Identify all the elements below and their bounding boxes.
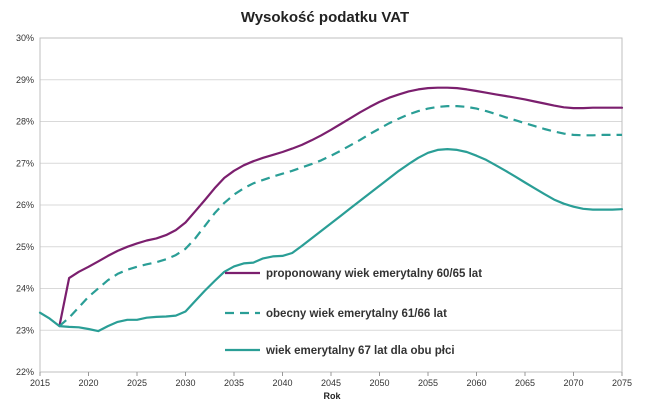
y-tick-label: 23% xyxy=(16,325,34,335)
y-tick-label: 24% xyxy=(16,284,34,294)
series-line-1 xyxy=(58,86,624,328)
series-line-2 xyxy=(58,105,622,327)
legend-label-2: obecny wiek emerytalny 61/66 lat xyxy=(266,308,447,320)
y-tick-label: 29% xyxy=(16,75,34,85)
y-tick-label: 30% xyxy=(16,33,34,43)
legend: proponowany wiek emerytalny 60/65 lat obe… xyxy=(225,268,482,357)
axes xyxy=(39,37,623,376)
legend-label-3: wiek emerytalny 67 lat dla obu płci xyxy=(265,345,455,357)
x-tick-label: 2035 xyxy=(224,378,244,388)
y-tick-label: 25% xyxy=(16,242,34,252)
x-tick-label: 2020 xyxy=(78,378,98,388)
y-tick-label: 27% xyxy=(16,158,34,168)
x-tick-label: 2040 xyxy=(272,378,292,388)
x-axis-label: Rok xyxy=(323,391,341,401)
series-line-3 xyxy=(38,148,624,333)
x-tick-label: 2075 xyxy=(612,378,632,388)
x-tick-label: 2045 xyxy=(321,378,341,388)
series-lines xyxy=(38,86,624,333)
x-tick-label: 2055 xyxy=(418,378,438,388)
y-tick-label: 28% xyxy=(16,117,34,127)
x-tick-label: 2030 xyxy=(175,378,195,388)
tick-labels: 22% 23% 24% 25% 26% 27% 28% 29% 30% 2015 2020 2025 2… xyxy=(16,33,632,388)
y-tick-label: 26% xyxy=(16,200,34,210)
x-tick-label: 2060 xyxy=(466,378,486,388)
chart-title: Wysokość podatku VAT xyxy=(241,9,409,26)
x-tick-label: 2015 xyxy=(30,378,50,388)
x-tick-label: 2065 xyxy=(515,378,535,388)
y-tick-label: 22% xyxy=(16,367,34,377)
x-tick-label: 2050 xyxy=(369,378,389,388)
x-tick-label: 2070 xyxy=(563,378,583,388)
legend-label-1: proponowany wiek emerytalny 60/65 lat xyxy=(266,268,482,280)
x-tick-label: 2025 xyxy=(127,378,147,388)
